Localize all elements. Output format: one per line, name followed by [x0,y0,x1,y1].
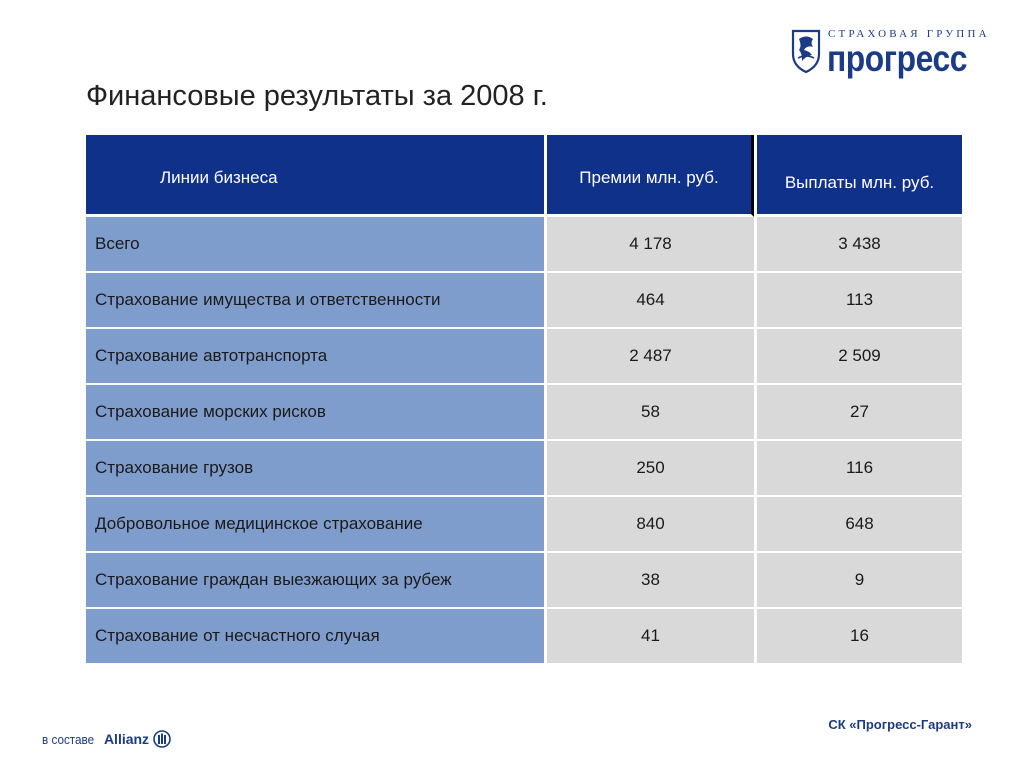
premium-cell: 4 178 [544,217,754,273]
premium-cell: 41 [544,609,754,665]
table-row: Страхование автотранспорта 2 487 2 509 [86,329,962,385]
header-payouts: Выплаты млн. руб. [754,135,962,217]
header-premiums: Премии млн. руб. [544,135,754,217]
payout-cell: 116 [754,441,962,497]
payout-cell: 9 [754,553,962,609]
allianz-brand: Allianz [103,731,150,747]
business-line-cell: Страхование имущества и ответственности [86,273,544,329]
premium-cell: 58 [544,385,754,441]
business-line-cell: Страхование автотранспорта [86,329,544,385]
allianz-membership-label: в составе Allianz [42,727,171,751]
company-logo: СТРАХОВАЯ ГРУППА прогресс [790,26,1000,79]
table-row: Всего 4 178 3 438 [86,217,962,273]
allianz-prefix: в составе [42,731,95,747]
payout-cell: 3 438 [754,217,962,273]
company-name-footer: СК «Прогресс-Гарант» [828,717,972,732]
table-row: Добровольное медицинское страхование 840… [86,497,962,553]
business-line-cell: Страхование от несчастного случая [86,609,544,665]
payout-cell: 113 [754,273,962,329]
header-business-lines: Линии бизнеса [86,135,544,217]
allianz-eagle-icon [153,730,171,748]
table-header-row: Линии бизнеса Премии млн. руб. Выплаты м… [86,135,962,217]
page-title: Финансовые результаты за 2008 г. [86,80,548,112]
business-line-cell: Страхование грузов [86,441,544,497]
lion-shield-icon [791,29,821,74]
premium-cell: 250 [544,441,754,497]
payout-cell: 2 509 [754,329,962,385]
table-row: Страхование граждан выезжающих за рубеж … [86,553,962,609]
premium-cell: 464 [544,273,754,329]
business-line-cell: Страхование граждан выезжающих за рубеж [86,553,544,609]
logo-tagline: СТРАХОВАЯ ГРУППА [828,28,990,40]
premium-cell: 38 [544,553,754,609]
table-row: Страхование от несчастного случая 41 16 [86,609,962,665]
financial-results-table: Линии бизнеса Премии млн. руб. Выплаты м… [86,135,962,665]
business-line-cell: Страхование морских рисков [86,385,544,441]
payout-cell: 16 [754,609,962,665]
logo-name: прогресс [827,38,968,79]
payout-cell: 27 [754,385,962,441]
table-row: Страхование морских рисков 58 27 [86,385,962,441]
premium-cell: 840 [544,497,754,553]
payout-cell: 648 [754,497,962,553]
business-line-cell: Добровольное медицинское страхование [86,497,544,553]
table-row: Страхование имущества и ответственности … [86,273,962,329]
table-row: Страхование грузов 250 116 [86,441,962,497]
premium-cell: 2 487 [544,329,754,385]
business-line-cell: Всего [86,217,544,273]
